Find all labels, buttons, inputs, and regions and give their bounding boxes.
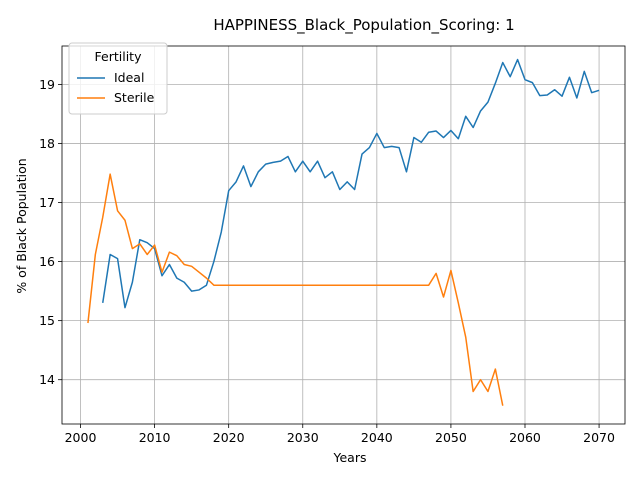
x-tick-label-2010: 2010 <box>139 430 171 445</box>
x-tick-label-2050: 2050 <box>435 430 467 445</box>
legend-label-sterile: Sterile <box>114 90 155 105</box>
legend-label-ideal: Ideal <box>114 70 144 85</box>
series-line-sterile <box>87 173 504 406</box>
series-lines <box>87 58 600 406</box>
axis-ticks: 2000 2010 2020 2030 2040 2050 2060 2070 14 15 16 17… <box>39 77 615 445</box>
x-tick-label-2030: 2030 <box>287 430 319 445</box>
chart-title: HAPPINESS_Black_Population_Scoring: 1 <box>213 16 514 35</box>
y-tick-label-15: 15 <box>39 313 55 328</box>
y-tick-label-16: 16 <box>39 254 55 269</box>
y-tick-label-19: 19 <box>39 77 55 92</box>
y-tick-label-14: 14 <box>39 372 55 387</box>
y-axis-label: % of Black Population <box>14 158 29 293</box>
legend-box <box>68 42 168 115</box>
series-line-ideal <box>101 58 600 309</box>
x-tick-label-2060: 2060 <box>509 430 541 445</box>
y-tick-label-18: 18 <box>39 136 55 151</box>
legend-title: Fertility <box>95 49 143 64</box>
x-tick-label-2040: 2040 <box>361 430 393 445</box>
plot-frame <box>61 45 626 425</box>
x-axis-label: Years <box>333 450 367 465</box>
x-tick-label-2020: 2020 <box>213 430 245 445</box>
x-tick-label-2070: 2070 <box>583 430 615 445</box>
y-tick-label-17: 17 <box>39 195 55 210</box>
legend: Fertility Ideal Sterile <box>68 42 168 115</box>
grid <box>62 46 625 424</box>
x-tick-label-2000: 2000 <box>65 430 97 445</box>
